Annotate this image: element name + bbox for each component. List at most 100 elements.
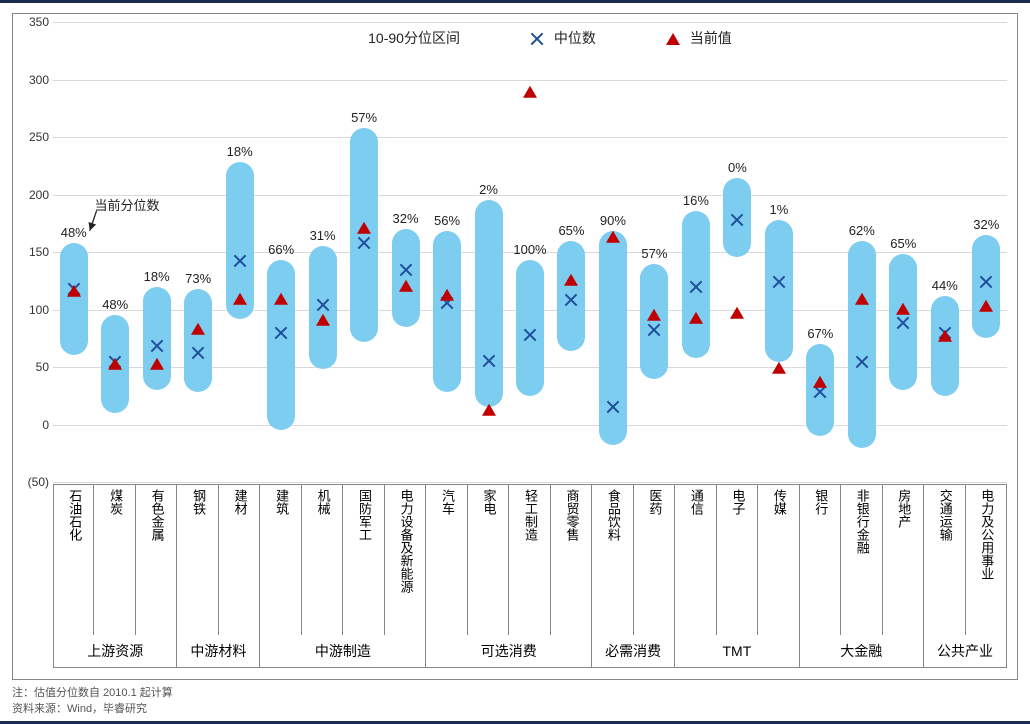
group-label: 中游材料 [177, 634, 260, 668]
category-label: 轻工制造 [509, 485, 550, 635]
group-label: TMT [675, 634, 799, 668]
percentile-label: 100% [513, 242, 546, 257]
range-bar [848, 241, 876, 448]
percentile-label: 18% [227, 144, 253, 159]
percentile-label: 0% [728, 160, 747, 175]
percentile-label: 65% [558, 223, 584, 238]
percentile-label: 57% [641, 246, 667, 261]
percentile-label: 31% [310, 228, 336, 243]
series-column: 73% [177, 22, 218, 482]
y-tick-label: 50 [17, 360, 49, 374]
percentile-label: 57% [351, 110, 377, 125]
category-label: 商贸零售 [551, 485, 592, 635]
category-label: 食品饮料 [592, 485, 633, 635]
percentile-label: 48% [61, 225, 87, 240]
series-column: 0% [717, 22, 758, 482]
category-label: 机械 [302, 485, 343, 635]
group-label: 大金融 [800, 634, 924, 668]
footnote-2: 资料来源：Wind，毕睿研究 [12, 702, 1018, 717]
series-column: 65% [883, 22, 924, 482]
percentile-label: 44% [932, 278, 958, 293]
range-bar [101, 315, 129, 413]
category-label: 非银行金融 [841, 485, 882, 635]
series-column: 100% [509, 22, 550, 482]
series-column: 16% [675, 22, 716, 482]
series-column: 31% [302, 22, 343, 482]
group-label: 必需消费 [592, 634, 675, 668]
category-label: 电力设备及新能源 [385, 485, 426, 635]
current-marker [772, 362, 786, 374]
percentile-label: 32% [393, 211, 419, 226]
series-column: 48% [53, 22, 94, 482]
series-column: 32% [385, 22, 426, 482]
outer-frame: 10-90分位区间 中位数 当前值 (50)050100150200250300… [0, 0, 1030, 724]
percentile-label: 32% [973, 217, 999, 232]
category-label: 石油石化 [53, 485, 94, 635]
percentile-label: 66% [268, 242, 294, 257]
y-tick-label: 300 [17, 73, 49, 87]
range-bar [931, 296, 959, 396]
y-tick-label: 250 [17, 130, 49, 144]
category-label: 有色金属 [136, 485, 177, 635]
series-column: 2% [468, 22, 509, 482]
category-label: 钢铁 [177, 485, 218, 635]
series-column: 90% [592, 22, 633, 482]
footnote-1: 注：估值分位数自 2010.1 起计算 [12, 686, 1018, 701]
series-column: 66% [260, 22, 301, 482]
range-bar [433, 231, 461, 392]
range-bar [350, 128, 378, 342]
percentile-label: 73% [185, 271, 211, 286]
range-bar [143, 287, 171, 391]
series-column: 18% [136, 22, 177, 482]
chart-container: 10-90分位区间 中位数 当前值 (50)050100150200250300… [12, 13, 1018, 680]
series-column: 57% [343, 22, 384, 482]
percentile-label: 62% [849, 223, 875, 238]
category-label: 汽车 [426, 485, 467, 635]
range-bar [599, 231, 627, 445]
series-column: 57% [634, 22, 675, 482]
range-bar [806, 344, 834, 436]
percentile-label: 67% [807, 326, 833, 341]
range-bar [765, 220, 793, 363]
category-label: 建材 [219, 485, 260, 635]
series-column: 67% [800, 22, 841, 482]
y-tick-label: 350 [17, 15, 49, 29]
category-axis-row: 石油石化煤炭有色金属钢铁建材建筑机械国防军工电力设备及新能源汽车家电轻工制造商贸… [53, 484, 1007, 635]
percentile-label: 1% [769, 202, 788, 217]
y-tick-label: 150 [17, 245, 49, 259]
y-tick-label: 100 [17, 303, 49, 317]
group-label: 公共产业 [924, 634, 1007, 668]
range-bar [60, 243, 88, 356]
percentile-label: 65% [890, 236, 916, 251]
series-column: 44% [924, 22, 965, 482]
category-label: 建筑 [260, 485, 301, 635]
percentile-label: 18% [144, 269, 170, 284]
category-label: 电力及公用事业 [966, 485, 1007, 635]
gridline [53, 482, 1007, 483]
category-label: 国防军工 [343, 485, 384, 635]
range-bar [226, 162, 254, 318]
percentile-label: 90% [600, 213, 626, 228]
range-bar [309, 246, 337, 369]
series-column: 56% [426, 22, 467, 482]
percentile-label: 2% [479, 182, 498, 197]
percentile-label: 56% [434, 213, 460, 228]
group-label: 可选消费 [426, 634, 592, 668]
series-column: 48% [94, 22, 135, 482]
group-axis-row: 上游资源中游材料中游制造可选消费必需消费TMT大金融公共产业 [53, 634, 1007, 668]
y-tick-label: 0 [17, 418, 49, 432]
category-label: 银行 [800, 485, 841, 635]
group-label: 上游资源 [53, 634, 177, 668]
category-label: 房地产 [883, 485, 924, 635]
range-bar [267, 260, 295, 430]
category-label: 通信 [675, 485, 716, 635]
range-bar [889, 254, 917, 390]
range-bar [972, 235, 1000, 339]
range-bar [184, 289, 212, 393]
category-label: 交通运输 [924, 485, 965, 635]
percentile-label: 16% [683, 193, 709, 208]
category-label: 家电 [468, 485, 509, 635]
category-label: 医药 [634, 485, 675, 635]
category-label: 电子 [717, 485, 758, 635]
annotation-label: 当前分位数 [94, 195, 159, 214]
